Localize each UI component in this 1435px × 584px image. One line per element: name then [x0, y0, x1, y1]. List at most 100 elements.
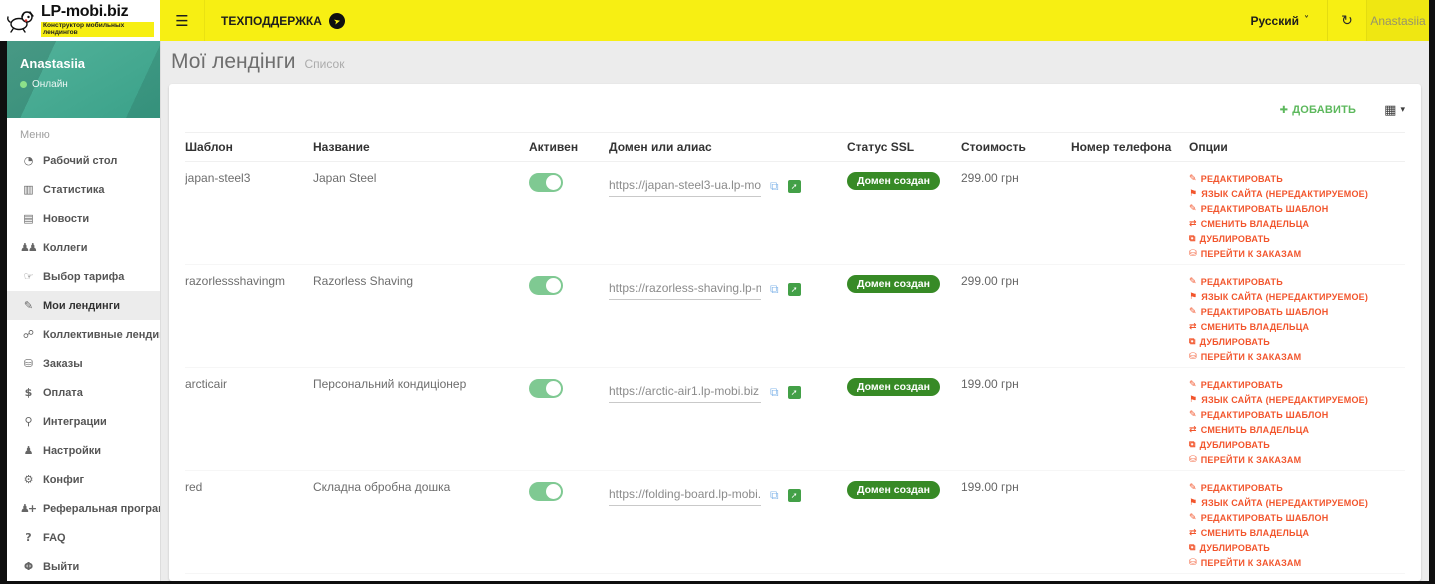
template-name: red — [185, 480, 203, 494]
option-go-to-orders[interactable]: ⛁ ПЕРЕЙТИ К ЗАКАЗАМ — [1189, 247, 1397, 262]
user-icon: ♟ — [23, 444, 34, 457]
option-change-owner[interactable]: ⇄ СМЕНИТЬ ВЛАДЕЛЬЦА — [1189, 217, 1397, 232]
sidebar-item-colleagues[interactable]: ♟♟ Коллеги — [7, 233, 160, 262]
sidebar-item-integrations[interactable]: ⚲ Интеграции — [7, 407, 160, 436]
language-flag-icon: ⚑ — [1189, 395, 1198, 405]
copy-icon[interactable]: ⧉ — [770, 282, 779, 296]
status-label: Онлайн — [32, 79, 68, 90]
open-site-icon[interactable]: ➚ — [787, 180, 801, 193]
active-toggle[interactable] — [529, 379, 563, 398]
option-edit[interactable]: ✎ РЕДАКТИРОВАТЬ — [1189, 172, 1397, 187]
option-edit-template[interactable]: ✎ РЕДАКТИРОВАТЬ ШАБЛОН — [1189, 305, 1397, 320]
option-duplicate[interactable]: ⧉ ДУБЛИРОВАТЬ — [1189, 335, 1397, 350]
copy-icon[interactable]: ⧉ — [770, 179, 779, 193]
active-toggle[interactable] — [529, 173, 563, 192]
active-toggle[interactable] — [529, 482, 563, 501]
landing-name: Персональний кондиціонер — [313, 377, 467, 391]
sidebar-item-referral[interactable]: ♟+ Реферальная программа — [7, 494, 160, 523]
edit-template-icon: ✎ — [1189, 204, 1197, 214]
option-change-owner[interactable]: ⇄ СМЕНИТЬ ВЛАДЕЛЬЦА — [1189, 320, 1397, 335]
option-go-to-orders[interactable]: ⛁ ПЕРЕЙТИ К ЗАКАЗАМ — [1189, 556, 1397, 571]
landings-table: Шаблон Название Активен Домен или алиас Стат… — [185, 132, 1405, 581]
option-label: ЯЗЫК САЙТА (НЕРЕДАКТИРУЕМОЕ) — [1201, 189, 1369, 199]
table-row: red Складна обробна дошка https://foldin… — [185, 470, 1405, 574]
sidebar-item-my-landings[interactable]: ✎ Мои лендинги — [7, 291, 160, 320]
question-icon: ? — [25, 531, 31, 544]
sidebar-item-news[interactable]: ▤ Новости — [7, 204, 160, 233]
card-toolbar: ✚ ДОБАВИТЬ ▦ ▾ — [185, 96, 1405, 124]
domain-input[interactable]: https://japan-steel3-ua.lp-mobi.biz — [609, 171, 761, 197]
option-edit[interactable]: ✎ РЕДАКТИРОВАТЬ — [1189, 378, 1397, 393]
exchange-icon: ⇄ — [1189, 322, 1197, 332]
sidebar-item-label: Выбор тарифа — [43, 270, 125, 283]
view-options-button[interactable]: ▦ ▾ — [1384, 103, 1405, 118]
toggle-knob — [546, 175, 561, 190]
sidebar-item-statistics[interactable]: ▥ Статистика — [7, 175, 160, 204]
support-button[interactable]: ТЕХПОДДЕРЖКА ➤ — [205, 0, 361, 41]
open-site-icon[interactable]: ➚ — [787, 283, 801, 296]
sidebar-item-label: Новости — [43, 212, 90, 225]
sidebar-item-payment[interactable]: $ Оплата — [7, 378, 160, 407]
column-header: Номер телефона — [1071, 132, 1189, 162]
hamburger-menu-icon[interactable]: ☰ — [160, 0, 205, 41]
option-site-language[interactable]: ⚑ ЯЗЫК САЙТА (НЕРЕДАКТИРУЕМОЕ) — [1189, 187, 1397, 202]
domain-input[interactable]: https://arctic-air1.lp-mobi.biz — [609, 377, 761, 403]
option-label: ЯЗЫК САЙТА (НЕРЕДАКТИРУЕМОЕ) — [1201, 292, 1369, 302]
option-label: РЕДАКТИРОВАТЬ ШАБЛОН — [1200, 513, 1329, 523]
option-duplicate[interactable]: ⧉ ДУБЛИРОВАТЬ — [1189, 232, 1397, 247]
language-dropdown[interactable]: Русский ˅ — [1233, 0, 1328, 41]
option-edit[interactable]: ✎ РЕДАКТИРОВАТЬ — [1189, 481, 1397, 496]
option-site-language[interactable]: ⚑ ЯЗЫК САЙТА (НЕРЕДАКТИРУЕМОЕ) — [1189, 393, 1397, 408]
sidebar-item-label: Мои лендинги — [43, 299, 121, 312]
option-label: РЕДАКТИРОВАТЬ ШАБЛОН — [1200, 307, 1329, 317]
option-edit[interactable]: ✎ РЕДАКТИРОВАТЬ — [1189, 275, 1397, 290]
copy-icon[interactable]: ⧉ — [770, 385, 779, 399]
sidebar-item-faq[interactable]: ? FAQ — [7, 523, 160, 552]
option-duplicate[interactable]: ⧉ ДУБЛИРОВАТЬ — [1189, 541, 1397, 556]
option-site-language[interactable]: ⚑ ЯЗЫК САЙТА (НЕРЕДАКТИРУЕМОЕ) — [1189, 290, 1397, 305]
option-edit-template[interactable]: ✎ РЕДАКТИРОВАТЬ ШАБЛОН — [1189, 511, 1397, 526]
open-site-icon[interactable]: ➚ — [787, 489, 801, 502]
cart-icon: ⛁ — [1189, 249, 1197, 259]
refresh-icon[interactable]: ↻ — [1327, 0, 1367, 41]
option-go-to-orders[interactable]: ⛁ ПЕРЕЙТИ К ЗАКАЗАМ — [1189, 350, 1397, 365]
topbar-right: Русский ˅ ↻ Anastasiia — [1233, 0, 1430, 41]
logo-text: LP-mobi.biz Конструктор мобильных лендин… — [41, 3, 154, 38]
sidebar-item-config[interactable]: ⚙ Конфиг — [7, 465, 160, 494]
option-site-language[interactable]: ⚑ ЯЗЫК САЙТА (НЕРЕДАКТИРУЕМОЕ) — [1189, 496, 1397, 511]
sidebar-item-label: Заказы — [43, 357, 83, 370]
sidebar-item-orders[interactable]: ⛁ Заказы — [7, 349, 160, 378]
open-site-icon[interactable]: ➚ — [787, 386, 801, 399]
sidebar-item-logout[interactable]: Φ Выйти — [7, 552, 160, 581]
power-icon: Φ — [23, 560, 33, 573]
app-body: Anastasiia Онлайн Меню ◔ Рабочий стол ▥ … — [0, 41, 1429, 581]
domain-input[interactable]: https://folding-board.lp-mobi.biz — [609, 480, 761, 506]
domain-input[interactable]: https://razorless-shaving.lp-mobi.biz — [609, 274, 761, 300]
option-go-to-orders[interactable]: ⛁ ПЕРЕЙТИ К ЗАКАЗАМ — [1189, 453, 1397, 468]
sidebar-item-collective-landings[interactable]: ☍ Коллективные лендинги — [7, 320, 160, 349]
logo[interactable]: LP-mobi.biz Конструктор мобильных лендин… — [0, 0, 160, 41]
copy-icon[interactable]: ⧉ — [770, 488, 779, 502]
add-button-label: ДОБАВИТЬ — [1292, 104, 1357, 116]
edit-template-icon: ✎ — [1189, 307, 1197, 317]
sidebar-item-settings[interactable]: ♟ Настройки — [7, 436, 160, 465]
edit-template-icon: ✎ — [1189, 513, 1197, 523]
option-change-owner[interactable]: ⇄ СМЕНИТЬ ВЛАДЕЛЬЦА — [1189, 423, 1397, 438]
active-toggle[interactable] — [529, 276, 563, 295]
cart-icon: ⛁ — [1189, 352, 1197, 362]
cart-icon: ⛁ — [1189, 455, 1197, 465]
edit-icon: ✎ — [1189, 380, 1197, 390]
option-edit-template[interactable]: ✎ РЕДАКТИРОВАТЬ ШАБЛОН — [1189, 202, 1397, 217]
price-value: 199.00 грн — [961, 480, 1019, 494]
option-duplicate[interactable]: ⧉ ДУБЛИРОВАТЬ — [1189, 438, 1397, 453]
add-button[interactable]: ✚ ДОБАВИТЬ — [1280, 104, 1357, 116]
option-change-owner[interactable]: ⇄ СМЕНИТЬ ВЛАДЕЛЬЦА — [1189, 526, 1397, 541]
option-edit-template[interactable]: ✎ РЕДАКТИРОВАТЬ ШАБЛОН — [1189, 408, 1397, 423]
column-header: Статус SSL — [847, 132, 961, 162]
sidebar-item-tariff[interactable]: ☞ Выбор тарифа — [7, 262, 160, 291]
option-label: ПЕРЕЙТИ К ЗАКАЗАМ — [1200, 249, 1302, 259]
plus-icon: ✚ — [1279, 104, 1289, 116]
sidebar-item-desktop[interactable]: ◔ Рабочий стол — [7, 146, 160, 175]
topbar-username[interactable]: Anastasiia — [1367, 0, 1429, 41]
